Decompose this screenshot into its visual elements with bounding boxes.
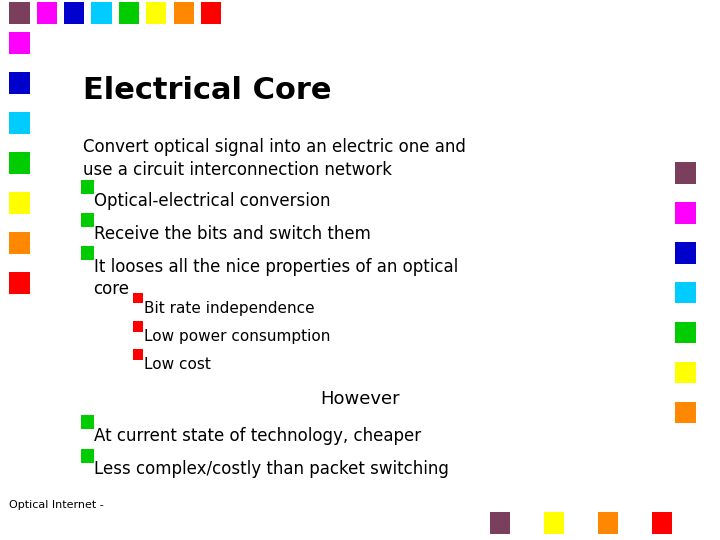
FancyBboxPatch shape <box>64 2 84 24</box>
FancyBboxPatch shape <box>9 272 30 294</box>
FancyBboxPatch shape <box>675 362 696 383</box>
FancyBboxPatch shape <box>133 349 143 360</box>
FancyBboxPatch shape <box>133 321 143 332</box>
FancyBboxPatch shape <box>598 512 618 534</box>
Text: Optical Internet -: Optical Internet - <box>9 500 104 510</box>
Text: However: However <box>320 390 400 408</box>
FancyBboxPatch shape <box>201 2 221 24</box>
Text: Bit rate independence: Bit rate independence <box>144 301 315 316</box>
Text: Electrical Core: Electrical Core <box>83 76 331 105</box>
FancyBboxPatch shape <box>675 322 696 343</box>
FancyBboxPatch shape <box>9 72 30 94</box>
Text: Less complex/costly than packet switching: Less complex/costly than packet switchin… <box>94 460 449 478</box>
Text: At current state of technology, cheaper: At current state of technology, cheaper <box>94 427 420 444</box>
FancyBboxPatch shape <box>9 192 30 214</box>
FancyBboxPatch shape <box>146 2 166 24</box>
Text: Optical-electrical conversion: Optical-electrical conversion <box>94 192 330 210</box>
FancyBboxPatch shape <box>174 2 194 24</box>
FancyBboxPatch shape <box>119 2 139 24</box>
FancyBboxPatch shape <box>81 415 94 429</box>
FancyBboxPatch shape <box>675 402 696 423</box>
FancyBboxPatch shape <box>652 512 672 534</box>
Text: It looses all the nice properties of an optical
core: It looses all the nice properties of an … <box>94 258 458 299</box>
Text: Receive the bits and switch them: Receive the bits and switch them <box>94 225 371 242</box>
FancyBboxPatch shape <box>544 512 564 534</box>
FancyBboxPatch shape <box>675 242 696 264</box>
FancyBboxPatch shape <box>37 2 57 24</box>
FancyBboxPatch shape <box>675 282 696 303</box>
FancyBboxPatch shape <box>81 213 94 227</box>
FancyBboxPatch shape <box>81 180 94 194</box>
FancyBboxPatch shape <box>9 232 30 254</box>
FancyBboxPatch shape <box>133 293 143 303</box>
FancyBboxPatch shape <box>9 2 30 24</box>
Text: Low cost: Low cost <box>144 357 211 373</box>
FancyBboxPatch shape <box>675 162 696 184</box>
FancyBboxPatch shape <box>675 202 696 224</box>
FancyBboxPatch shape <box>9 32 30 54</box>
FancyBboxPatch shape <box>91 2 112 24</box>
FancyBboxPatch shape <box>490 512 510 534</box>
FancyBboxPatch shape <box>81 449 94 463</box>
Text: Low power consumption: Low power consumption <box>144 329 330 345</box>
Text: Convert optical signal into an electric one and
use a circuit interconnection ne: Convert optical signal into an electric … <box>83 138 466 179</box>
FancyBboxPatch shape <box>9 112 30 134</box>
FancyBboxPatch shape <box>81 246 94 260</box>
FancyBboxPatch shape <box>9 152 30 174</box>
